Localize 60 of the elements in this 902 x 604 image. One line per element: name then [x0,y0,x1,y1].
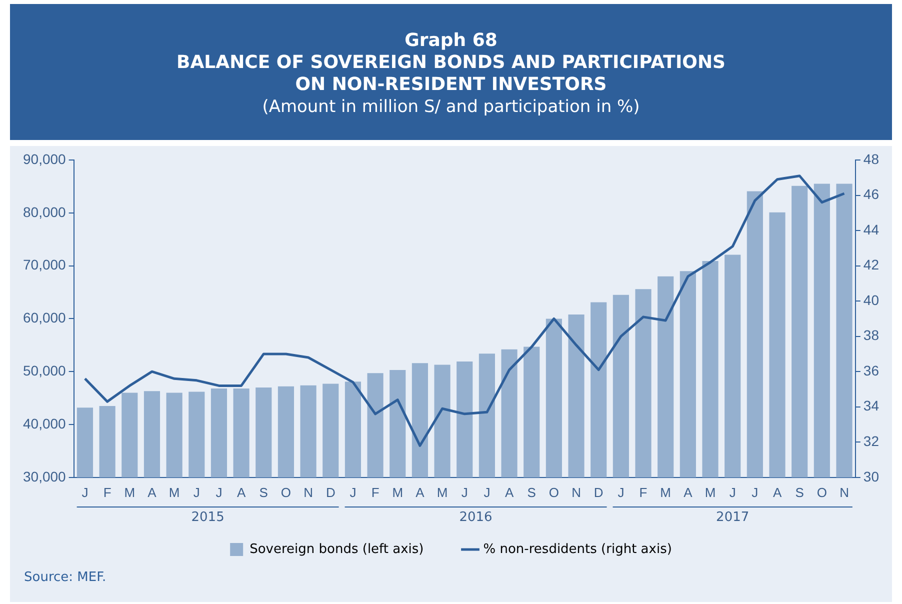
x-tick-label: J [618,484,624,500]
y-tick-label: 50,000 [22,362,66,378]
x-tick-label: N [840,484,849,500]
legend-label: % non-resdidents (right axis) [483,542,672,557]
x-tick-label: M [168,484,180,500]
x-tick-label: A [684,484,693,500]
y2-tick-label: 34 [863,398,880,414]
text: 2017 [716,510,750,525]
text: 2016 [459,510,492,525]
x-tick-label: O [816,484,827,500]
x-tick-label: M [704,484,716,500]
y2-tick-label: 30 [863,468,880,484]
y2-tick-label: 32 [863,432,880,449]
y2-tick-label: 48 [863,150,880,167]
x-tick-label: F [639,484,648,500]
x-tick-label: J [350,484,356,500]
chart-title: Graph 68 BALANCE OF SOVEREIGN BONDS AND PARTICIPATIONS ON NON-RESIDENT INVESTORS [176,30,726,96]
chart-subtitle: (Amount in million S/ and participation in %) [261,96,641,118]
x-tick-label: S [259,484,268,500]
y2-tick-label: 40 [863,292,880,308]
x-tick-label: J [484,484,490,500]
y2-tick-label: 46 [863,186,880,202]
x-tick-label: J [752,484,758,500]
y-tick-label: 80,000 [22,204,66,220]
y-tick-label: 40,000 [22,415,66,432]
x-tick-label: J [193,484,200,500]
x-tick-label: S [527,484,536,500]
x-tick-label: A [416,484,425,500]
x-tick-label: M [660,484,672,500]
y2-tick-label: 36 [863,362,880,378]
x-tick-label: J [461,484,468,500]
x-tick-label: A [772,484,782,500]
legend-label: Sovereign bonds (left axis) [250,542,424,557]
y2-tick-label: 42 [863,256,880,273]
x-tick-label: M [124,484,136,500]
x-tick-label: M [436,484,448,500]
y-tick-label: 90,000 [22,150,66,167]
x-tick-label: J [729,484,736,500]
x-tick-label: J [216,484,222,500]
x-tick-label: M [392,484,404,500]
y-tick-label: 30,000 [22,468,66,484]
x-tick-label: A [504,484,514,500]
x-tick-label: N [572,484,581,500]
x-tick-label: S [795,484,804,500]
y2-tick-label: 44 [863,221,880,238]
x-tick-label: D [326,484,336,500]
x-tick-label: O [548,484,560,500]
x-tick-label: O [280,484,292,500]
x-tick-label: A [236,484,246,500]
y-tick-label: 60,000 [22,310,66,326]
x-tick-label: D [594,484,604,500]
x-tick-label: F [371,484,380,500]
source-note: Source: MEF. [24,570,106,585]
x-tick-label: F [103,484,112,500]
y2-tick-label: 38 [863,327,880,344]
x-tick-label: N [304,484,313,500]
text: 2015 [191,510,224,525]
x-tick-label: J [82,484,88,500]
y-tick-label: 70,000 [22,256,66,273]
x-tick-label: A [148,484,157,500]
